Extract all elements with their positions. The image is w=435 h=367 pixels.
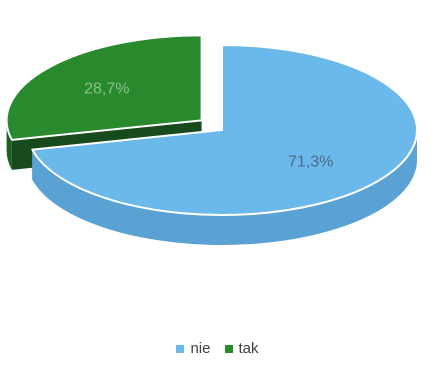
pie-tops: [5, 34, 418, 216]
slice-tak: [5, 34, 203, 141]
legend-item-tak: tak: [224, 340, 259, 358]
slice-side-nie: [32, 130, 417, 245]
legend: nie tak: [0, 340, 435, 358]
data-label-tak: 28,7%: [84, 81, 129, 98]
pie-chart-plot: 71,3% 28,7%: [5, 34, 418, 245]
legend-swatch-nie: [176, 345, 185, 353]
legend-item-nie: nie: [176, 340, 211, 358]
pie-labels: 71,3% 28,7%: [84, 81, 333, 171]
slice-nie: [31, 44, 418, 216]
legend-swatch-tak: [224, 345, 233, 353]
legend-label-tak: tak: [238, 340, 259, 357]
legend-label-nie: nie: [190, 340, 211, 357]
data-label-nie: 71,3%: [288, 154, 333, 171]
